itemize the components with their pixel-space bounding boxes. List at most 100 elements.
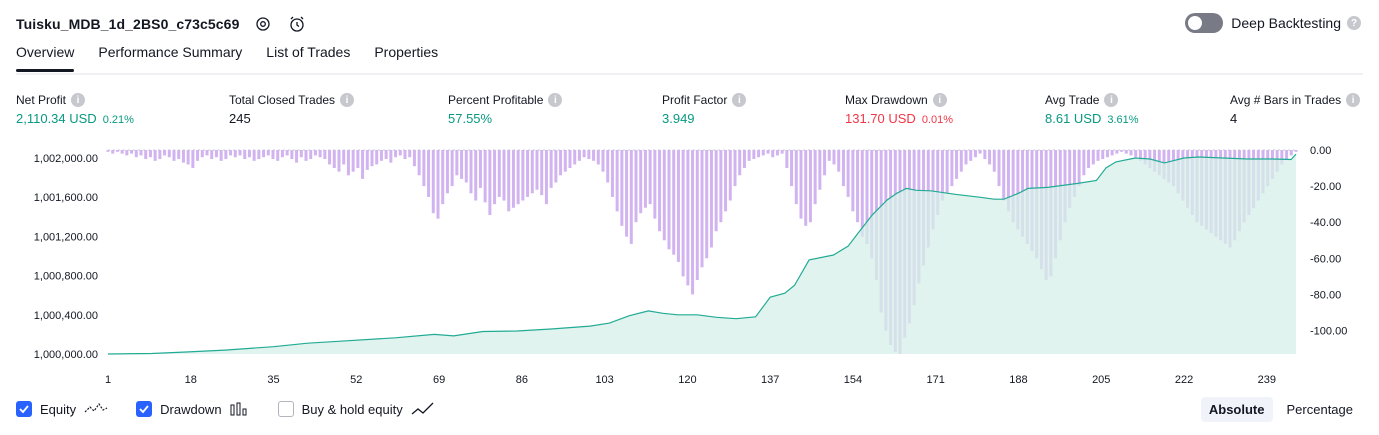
metric-avg-trade: Avg Trade i 8.61 USD 3.61%: [1045, 93, 1139, 126]
info-icon[interactable]: i: [1346, 93, 1361, 107]
drawdown-bar: [940, 150, 944, 201]
drawdown-bar: [295, 150, 299, 163]
percentage-button[interactable]: Percentage: [1286, 402, 1354, 417]
drawdown-bar: [115, 150, 119, 152]
drawdown-bar: [469, 150, 473, 194]
drawdown-bar: [629, 150, 633, 244]
absolute-button[interactable]: Absolute: [1200, 397, 1273, 422]
info-icon[interactable]: i: [548, 93, 563, 107]
y-left-tick-label: 1,000,800.00: [34, 271, 98, 283]
drawdown-bar: [431, 150, 435, 214]
equity-line-icon: [84, 402, 108, 416]
x-tick-label: 188: [1009, 374, 1027, 386]
x-tick-label: 137: [761, 374, 779, 386]
drawdown-bar: [818, 150, 822, 190]
settings-gear-icon[interactable]: [253, 14, 273, 34]
drawdown-bar: [328, 150, 332, 165]
drawdown-bar: [1006, 150, 1010, 212]
drawdown-bar: [233, 150, 237, 158]
drawdown-bar: [813, 150, 817, 205]
x-tick-label: 205: [1092, 374, 1110, 386]
drawdown-bar: [936, 150, 940, 215]
drawdown-bar: [625, 150, 629, 237]
x-tick-label: 69: [433, 374, 445, 386]
drawdown-bar: [229, 150, 233, 156]
deep-backtesting-label: Deep Backtesting: [1231, 15, 1341, 31]
metric-label: Percent Profitable: [448, 93, 544, 107]
drawdown-bar: [398, 150, 402, 156]
drawdown-bar: [648, 150, 652, 205]
drawdown-bar: [775, 150, 779, 156]
drawdown-bar: [502, 150, 506, 201]
y-left-tick-label: 1,001,200.00: [34, 231, 98, 243]
drawdown-bar: [351, 150, 355, 172]
drawdown-bar: [610, 150, 614, 197]
drawdown-bar: [1091, 150, 1095, 165]
drawdown-bar: [356, 150, 360, 169]
drawdown-bar: [639, 150, 643, 214]
legend-buy-hold[interactable]: Buy & hold equity: [277, 401, 435, 417]
drawdown-bar: [111, 150, 115, 154]
metric-label: Net Profit: [16, 93, 67, 107]
drawdown-bar: [243, 150, 247, 160]
drawdown-bar: [313, 150, 317, 156]
drawdown-bar: [761, 150, 765, 156]
drawdown-bar: [403, 150, 407, 160]
drawdown-bar: [945, 150, 949, 194]
metric-label: Total Closed Trades: [229, 93, 336, 107]
strategy-header: Tuisku_MDB_1d_2BS0_c73c5c69: [16, 12, 307, 36]
y-right-tick-label: -80.00: [1310, 289, 1341, 301]
equity-area: [108, 154, 1296, 354]
drawdown-checkbox[interactable]: [136, 401, 153, 417]
legend-label: Equity: [40, 401, 77, 417]
drawdown-bar: [134, 150, 138, 158]
drawdown-bar: [130, 150, 134, 154]
drawdown-bar: [757, 150, 761, 158]
info-icon[interactable]: i: [71, 93, 86, 107]
info-icon[interactable]: i: [340, 93, 355, 107]
drawdown-bar: [535, 150, 539, 190]
metric-percent: 0.01%: [921, 114, 954, 126]
info-icon[interactable]: i: [1104, 93, 1119, 107]
drawdown-bar: [158, 150, 162, 160]
drawdown-bar: [837, 150, 841, 172]
drawdown-bar: [559, 150, 563, 176]
tab-divider: [16, 73, 1363, 75]
drawdown-bar: [643, 150, 647, 208]
buy-hold-checkbox[interactable]: [277, 401, 294, 417]
legend-equity[interactable]: Equity: [16, 401, 108, 417]
tab-list-of-trades[interactable]: List of Trades: [266, 44, 351, 60]
chart-legend: Equity Drawdown Buy & hold equity: [16, 401, 463, 417]
metric-label: Avg # Bars in Trades: [1230, 93, 1342, 107]
y-left-tick-label: 1,000,400.00: [34, 310, 98, 322]
drawdown-bar: [323, 150, 327, 160]
drawdown-bar: [478, 150, 482, 188]
tab-properties[interactable]: Properties: [374, 44, 439, 60]
drawdown-bar: [1134, 150, 1138, 158]
drawdown-bar: [865, 150, 869, 244]
drawdown-bar: [992, 150, 996, 172]
legend-drawdown[interactable]: Drawdown: [136, 401, 249, 417]
drawdown-bar: [1285, 150, 1289, 160]
drawdown-bar: [172, 150, 176, 161]
x-tick-label: 86: [516, 374, 528, 386]
tab-overview[interactable]: Overview: [16, 44, 75, 72]
drawdown-bar: [860, 150, 864, 237]
drawdown-bar: [379, 150, 383, 161]
drawdown-bar: [728, 150, 732, 201]
info-icon[interactable]: i: [932, 93, 947, 107]
info-icon[interactable]: i: [732, 93, 747, 107]
drawdown-bar: [167, 150, 171, 158]
drawdown-bar: [125, 150, 129, 156]
help-icon[interactable]: ?: [1347, 16, 1361, 30]
add-alert-icon[interactable]: [287, 14, 307, 34]
drawdown-bar: [450, 150, 454, 187]
drawdown-bar: [997, 150, 1001, 187]
drawdown-bar: [615, 150, 619, 212]
equity-drawdown-chart[interactable]: 1,000,000.00 1,000,400.00 1,000,800.00 1,00…: [0, 138, 1379, 390]
drawdown-bar: [724, 150, 728, 212]
tab-performance-summary[interactable]: Performance Summary: [98, 44, 243, 60]
equity-checkbox[interactable]: [16, 401, 32, 417]
deep-backtesting-toggle[interactable]: [1185, 13, 1224, 33]
drawdown-bar: [361, 150, 365, 179]
